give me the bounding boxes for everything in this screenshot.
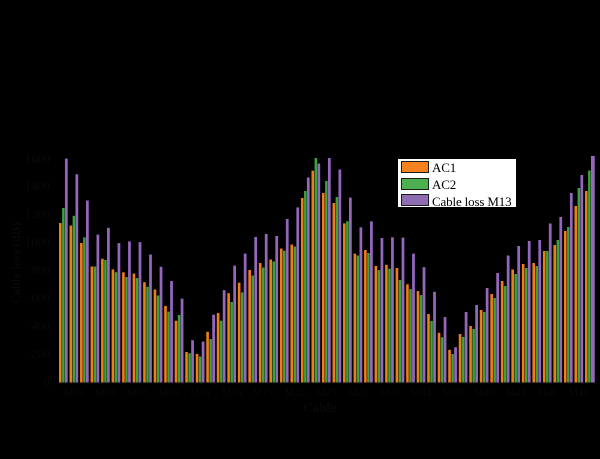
svg-text:M31: M31: [380, 388, 400, 399]
svg-text:Cable: Cable: [304, 401, 337, 416]
svg-text:200: 200: [31, 347, 50, 361]
svg-text:M04: M04: [95, 388, 116, 399]
svg-text:M19: M19: [253, 388, 273, 399]
svg-text:M34: M34: [411, 388, 432, 399]
svg-text:1400: 1400: [25, 180, 50, 194]
svg-text:M10: M10: [159, 388, 179, 399]
svg-text:1200: 1200: [25, 208, 50, 222]
svg-text:M01: M01: [64, 388, 84, 399]
svg-text:M43: M43: [506, 388, 526, 399]
svg-text:M16: M16: [222, 388, 242, 399]
svg-text:M28: M28: [348, 388, 368, 399]
svg-text:Cable loss (dB): Cable loss (dB): [8, 223, 23, 304]
svg-text:M46: M46: [537, 388, 557, 399]
svg-text:1600: 1600: [25, 152, 50, 166]
svg-text:1000: 1000: [25, 236, 50, 250]
svg-text:600: 600: [31, 291, 50, 305]
svg-text:M37: M37: [443, 388, 463, 399]
svg-text:M25: M25: [316, 388, 336, 399]
svg-text:M13: M13: [190, 388, 210, 399]
svg-text:0: 0: [44, 375, 50, 389]
svg-text:800: 800: [31, 263, 50, 277]
svg-text:M22: M22: [285, 388, 305, 399]
svg-text:M07: M07: [127, 388, 147, 399]
svg-text:M49: M49: [569, 388, 589, 399]
svg-text:400: 400: [31, 319, 50, 333]
svg-text:M40: M40: [474, 388, 494, 399]
